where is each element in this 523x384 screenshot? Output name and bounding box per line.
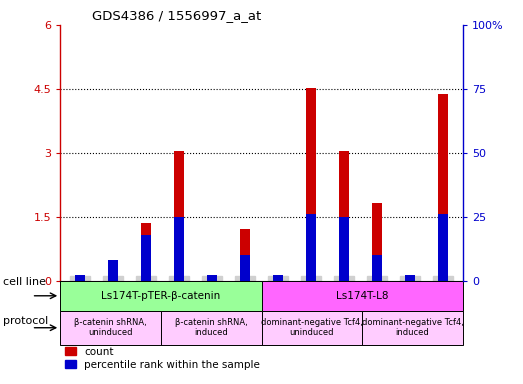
Bar xyxy=(240,255,251,281)
Bar xyxy=(438,94,449,281)
Bar xyxy=(74,275,85,281)
Text: GDS4386 / 1556997_a_at: GDS4386 / 1556997_a_at xyxy=(93,9,262,22)
Bar xyxy=(272,275,283,281)
Legend: count, percentile rank within the sample: count, percentile rank within the sample xyxy=(65,347,260,370)
Bar xyxy=(371,203,382,281)
Bar xyxy=(305,214,316,281)
Text: β-catenin shRNA,
induced: β-catenin shRNA, induced xyxy=(175,318,247,338)
Bar xyxy=(405,278,415,281)
Bar xyxy=(108,275,118,281)
Bar xyxy=(371,255,382,281)
Bar xyxy=(174,217,185,281)
Bar xyxy=(207,275,218,281)
Bar xyxy=(272,278,283,281)
Bar xyxy=(405,275,415,281)
Bar xyxy=(141,235,152,281)
Bar xyxy=(207,278,218,281)
Bar xyxy=(262,281,463,311)
Text: dominant-negative Tcf4,
uninduced: dominant-negative Tcf4, uninduced xyxy=(261,318,363,338)
Text: Ls174T-L8: Ls174T-L8 xyxy=(336,291,389,301)
Text: dominant-negative Tcf4,
induced: dominant-negative Tcf4, induced xyxy=(361,318,463,338)
Bar xyxy=(60,311,161,344)
Bar xyxy=(438,214,449,281)
Bar xyxy=(338,151,349,281)
Text: Ls174T-pTER-β-catenin: Ls174T-pTER-β-catenin xyxy=(101,291,221,301)
Bar xyxy=(362,311,463,344)
Bar xyxy=(60,281,262,311)
Bar xyxy=(338,217,349,281)
Bar xyxy=(74,278,85,281)
Text: cell line: cell line xyxy=(3,277,46,287)
Bar xyxy=(141,223,152,281)
Bar xyxy=(174,151,185,281)
Bar xyxy=(108,260,118,281)
Text: protocol: protocol xyxy=(3,316,48,326)
Bar xyxy=(262,311,362,344)
Bar xyxy=(161,311,262,344)
Text: β-catenin shRNA,
uninduced: β-catenin shRNA, uninduced xyxy=(74,318,147,338)
Bar xyxy=(240,228,251,281)
Bar xyxy=(305,88,316,281)
